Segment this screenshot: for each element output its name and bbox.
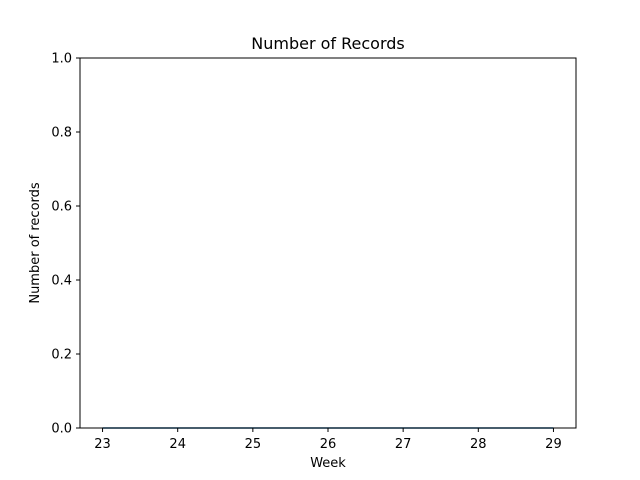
x-tick-label: 23 xyxy=(94,437,111,452)
chart-title: Number of Records xyxy=(251,34,404,53)
y-tick-label: 0.0 xyxy=(51,422,72,437)
y-tick-label: 1.0 xyxy=(51,52,72,67)
y-tick-label: 0.6 xyxy=(51,200,72,215)
x-tick-label: 27 xyxy=(395,437,412,452)
x-tick-label: 26 xyxy=(320,437,337,452)
y-tick-label: 0.4 xyxy=(51,274,72,289)
y-tick-label: 0.8 xyxy=(51,126,72,141)
x-tick-label: 24 xyxy=(169,437,186,452)
x-tick-label: 28 xyxy=(470,437,487,452)
y-axis: 0.0 0.2 0.4 0.6 0.8 1.0 xyxy=(51,52,80,437)
x-tick-label: 25 xyxy=(245,437,262,452)
x-axis-label: Week xyxy=(310,456,346,471)
y-tick-label: 0.2 xyxy=(51,348,72,363)
x-tick-label: 29 xyxy=(545,437,562,452)
x-axis: 23 24 25 26 27 28 29 xyxy=(94,428,562,452)
y-axis-label: Number of records xyxy=(28,182,43,304)
